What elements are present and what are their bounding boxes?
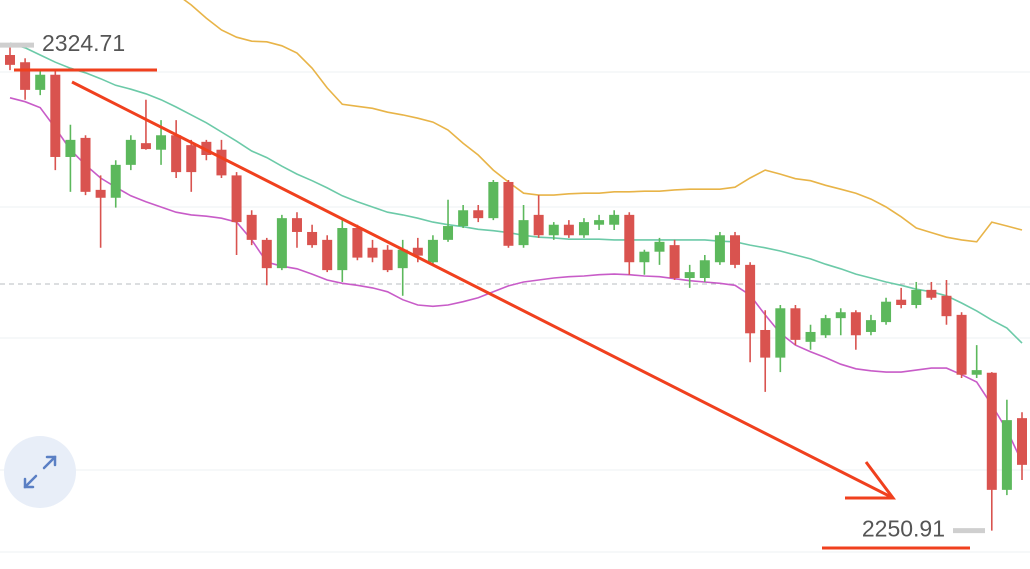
candle-body bbox=[971, 370, 982, 375]
candle-body bbox=[684, 272, 695, 279]
candle-body bbox=[639, 251, 650, 263]
candle-body bbox=[5, 54, 15, 65]
candle-body bbox=[518, 220, 529, 246]
candle-body bbox=[171, 135, 182, 173]
candle-body bbox=[50, 74, 61, 157]
candle-body bbox=[820, 318, 831, 336]
candle-body bbox=[805, 331, 816, 342]
candle-body bbox=[427, 239, 438, 263]
candle-body bbox=[397, 249, 408, 269]
candle-body bbox=[609, 214, 620, 225]
candle-body bbox=[20, 62, 31, 90]
candle-body bbox=[578, 222, 589, 236]
candles bbox=[5, 45, 1027, 531]
candle-body bbox=[291, 218, 302, 232]
candle-body bbox=[563, 224, 574, 236]
candle-body bbox=[246, 214, 257, 240]
candle-body bbox=[443, 226, 454, 240]
candle-body bbox=[307, 231, 318, 246]
candle-body bbox=[760, 329, 771, 358]
candle-body bbox=[1017, 418, 1027, 465]
candle-body bbox=[140, 143, 151, 150]
candle-body bbox=[125, 139, 136, 165]
candle-body bbox=[624, 214, 635, 263]
candle-body bbox=[110, 164, 121, 198]
candle-body bbox=[714, 235, 725, 263]
candle-body bbox=[865, 320, 876, 332]
candle-body bbox=[594, 220, 605, 225]
candle-body bbox=[503, 181, 514, 246]
candle-body bbox=[986, 372, 997, 490]
candle-body bbox=[669, 245, 680, 279]
candle-body bbox=[956, 314, 967, 375]
min-label: 2250.91 bbox=[862, 516, 945, 542]
candle-body bbox=[548, 224, 559, 236]
candle-body bbox=[699, 260, 710, 279]
candle-body bbox=[35, 74, 46, 90]
candle-body bbox=[488, 181, 499, 219]
candle-body bbox=[412, 247, 423, 256]
candle-body bbox=[730, 235, 741, 265]
candle-body bbox=[941, 295, 952, 317]
bands bbox=[9, 0, 1023, 463]
candle-body bbox=[911, 289, 922, 305]
candle-body bbox=[1001, 420, 1012, 490]
trend-arrow bbox=[71, 80, 896, 500]
candle-body bbox=[775, 308, 786, 358]
arrow-shaft bbox=[71, 80, 892, 499]
candle-body bbox=[156, 135, 167, 150]
candle-body bbox=[790, 308, 801, 340]
candle-body bbox=[473, 210, 484, 219]
labels: 2324.71 2250.91 bbox=[0, 30, 985, 550]
candle-body bbox=[533, 214, 544, 236]
candle-body bbox=[382, 249, 393, 271]
candle-body bbox=[850, 312, 861, 336]
candle-body bbox=[926, 289, 937, 298]
band-line bbox=[9, 97, 1023, 463]
max-label: 2324.71 bbox=[42, 30, 125, 56]
candle-body bbox=[276, 218, 287, 269]
candle-body bbox=[65, 139, 76, 157]
candle-body bbox=[835, 312, 846, 319]
candle-body bbox=[231, 175, 242, 223]
candle-body bbox=[458, 210, 469, 227]
candle-body bbox=[367, 247, 378, 258]
band-line bbox=[9, 42, 1023, 344]
grid bbox=[0, 71, 1030, 553]
band-line bbox=[183, 0, 1023, 243]
expand-button[interactable] bbox=[4, 436, 76, 508]
candle-body bbox=[216, 149, 227, 176]
candle-body bbox=[745, 264, 756, 334]
candle-body bbox=[261, 239, 272, 269]
candle-body bbox=[322, 239, 333, 271]
candle-body bbox=[881, 301, 892, 323]
candle-body bbox=[95, 189, 106, 198]
candle-body bbox=[896, 299, 907, 305]
candle-body bbox=[654, 241, 665, 252]
candle-body bbox=[80, 137, 91, 192]
candle-body bbox=[337, 228, 348, 271]
expand-icon[interactable] bbox=[23, 455, 57, 489]
arrow-head bbox=[845, 461, 896, 500]
expand-bg[interactable] bbox=[4, 436, 76, 508]
candle-body bbox=[352, 228, 363, 258]
candle-body bbox=[186, 145, 197, 173]
